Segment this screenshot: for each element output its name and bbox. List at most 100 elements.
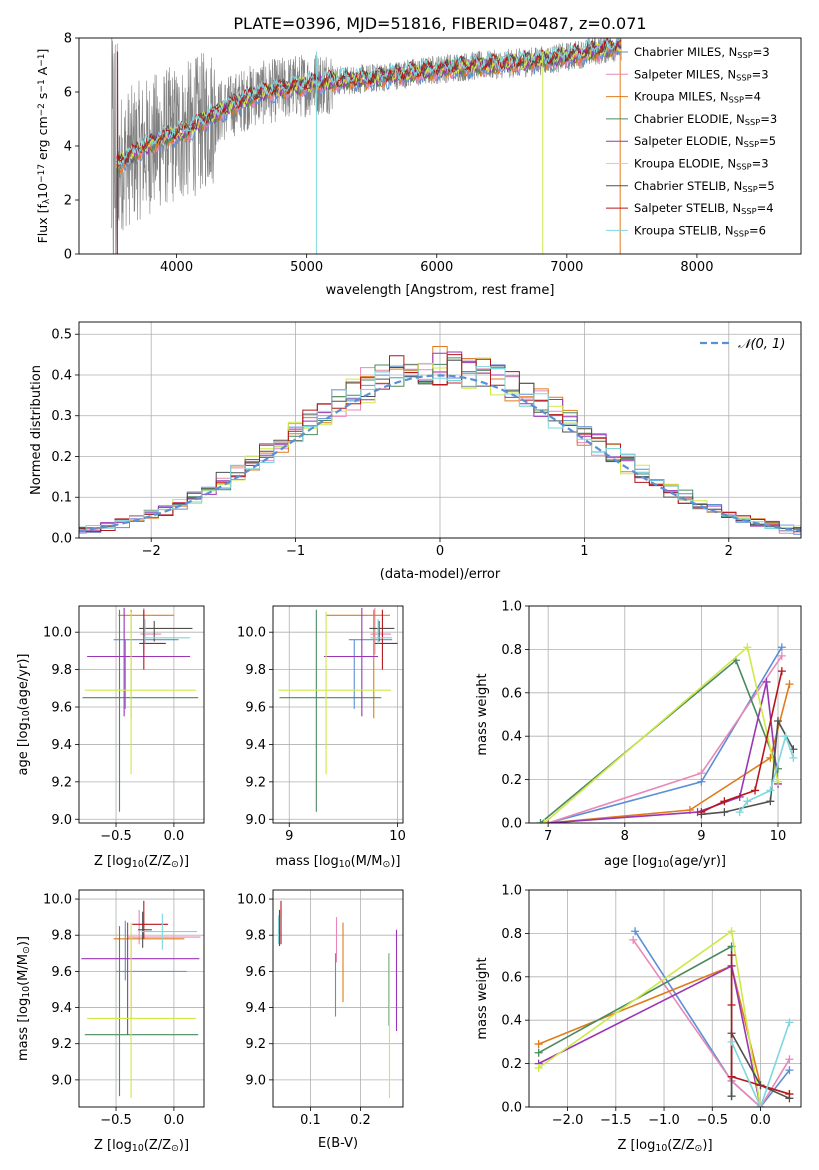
weight-marker: [697, 808, 706, 817]
error-bars: [278, 607, 398, 812]
y-tick-label: 0.4: [501, 730, 522, 745]
figure-title: PLATE=0396, MJD=51816, FIBERID=0487, z=0…: [233, 14, 646, 33]
x-tick-label: 0.0: [164, 829, 185, 844]
x-axis-label: Z [log10(Z/Z⊙)]: [617, 1138, 712, 1154]
y-tick-label: 0.2: [51, 450, 72, 465]
weight-marker: [777, 667, 786, 676]
weight-lines: [534, 927, 794, 1107]
x-tick-label: 9: [285, 829, 293, 844]
x-tick-label: 4000: [160, 260, 193, 275]
y-tick-label: 9.2: [245, 775, 266, 790]
weight-marker: [727, 1001, 736, 1010]
x-tick-label: −1.5: [600, 1113, 632, 1128]
weight-marker: [735, 808, 744, 817]
plot-layer: 4000 5000 6000 7000 8000 0 2 4 6 8 Chabrier MILES,…: [16, 32, 802, 1154]
legend-label: Salpeter STELIB, NSSP=4: [634, 201, 774, 216]
legend-label: Kroupa STELIB, NSSP=6: [634, 223, 766, 238]
y-axis-label: Normed distribution: [29, 365, 44, 495]
weight-marker: [789, 753, 798, 762]
weight-marker: [762, 677, 771, 686]
y-tick-label: 9.6: [51, 965, 72, 980]
y-tick-label: 0.3: [51, 409, 72, 424]
y-tick-label: 9.0: [245, 813, 266, 828]
weight-marker: [785, 1055, 794, 1064]
histogram-kroupa-stelib: [79, 366, 801, 532]
y-tick-label: 2: [64, 194, 72, 209]
weight-marker: [777, 643, 786, 652]
x-axis-label: age [log10(age/yr)]: [604, 854, 726, 870]
y-tick-label: 9.2: [245, 1037, 266, 1052]
y-tick-label: 9.6: [245, 701, 266, 716]
y-axis-label: Flux [fλ10−17 erg cm−2 s−1 A−1]: [35, 49, 52, 244]
y-tick-label: 9.8: [51, 663, 72, 678]
age-vs-Z-panel: −0.5 0.0 9.0 9.2 9.4 9.6 9.8 10.0 Z [log10(Z/Z⊙)…: [16, 605, 205, 870]
weight-vs-age-panel: 7 8 9 10 0.0 0.2 0.4 0.6 0.8 1.0 age [log10(age/yr…: [475, 600, 802, 870]
weight-marker: [727, 927, 736, 936]
weight-marker: [774, 717, 783, 726]
weight-marker: [540, 819, 549, 823]
y-axis-label: mass weight: [475, 673, 490, 755]
x-tick-label: −2.0: [552, 1113, 584, 1128]
y-tick-label: 1.0: [501, 884, 522, 899]
y-tick-label: 0.6: [501, 970, 522, 985]
x-tick-label: −1.0: [648, 1113, 680, 1128]
weight-marker: [751, 786, 760, 795]
x-tick-label: −0.5: [100, 1113, 132, 1128]
spectrum-lines: [111, 38, 622, 254]
weight-marker: [743, 643, 752, 652]
weight-marker: [534, 1040, 543, 1049]
axes-frame: [272, 605, 404, 824]
y-tick-label: 0.0: [501, 1101, 522, 1116]
weight-marker: [785, 1089, 794, 1098]
y-tick-label: 0.8: [501, 643, 522, 658]
y-axis-label: age [log10(age/yr)]: [16, 654, 32, 776]
x-axis-label: (data-model)/error: [380, 567, 501, 582]
weight-marker: [720, 797, 729, 806]
y-axis-label: mass [log10(M/M⊙)]: [16, 936, 32, 1061]
axes-frame: [528, 605, 802, 824]
y-tick-label: 10.0: [237, 893, 266, 908]
x-axis-label: Z [log10(Z/Z⊙)]: [94, 854, 189, 870]
x-tick-label: −1: [286, 544, 305, 559]
y-tick-label: 0.4: [51, 368, 72, 383]
weight-marker: [697, 777, 706, 786]
weight-marker: [777, 651, 786, 660]
weight-marker: [720, 808, 729, 817]
legend-label: Salpeter ELODIE, NSSP=5: [634, 134, 776, 149]
weight-marker: [727, 951, 736, 960]
y-tick-label: 0.6: [501, 686, 522, 701]
x-tick-label: 0.1: [300, 1113, 321, 1128]
x-axis-label: Z [log10(Z/Z⊙)]: [94, 1138, 189, 1154]
weight-marker: [727, 1092, 736, 1101]
x-tick-label: −0.5: [696, 1113, 728, 1128]
y-tick-label: 9.8: [245, 929, 266, 944]
mass-vs-ebv-panel: 0.1 0.2 9.0 9.2 9.4 9.6 9.8 10.0 E(B-V): [237, 889, 404, 1151]
x-tick-label: 1: [580, 544, 588, 559]
x-tick-label: 0.0: [164, 1113, 185, 1128]
spectrum-legend: Chabrier MILES, NSSP=3 Salpeter MILES, NS…: [606, 45, 777, 238]
weight-line-salpeter-miles: [632, 939, 791, 1107]
legend-label: Kroupa ELODIE, NSSP=3: [634, 157, 769, 172]
weight-line-kroupa-elodie: [538, 929, 762, 1107]
age-vs-mass-panel: 9 10 9.0 9.2 9.4 9.6 9.8 10.0 mass [log10(M/M⊙)]: [237, 605, 406, 870]
x-tick-label: 8: [621, 829, 629, 844]
weight-marker: [785, 680, 794, 689]
axes-frame: [78, 605, 205, 824]
weight-vs-Z-panel: −2.0 −1.5 −1.0 −0.5 0.0 0.0 0.2 0.4 0.6 0.8 1.0 Z […: [475, 884, 802, 1154]
weight-marker: [629, 935, 638, 944]
y-tick-label: 10.0: [43, 626, 72, 641]
x-tick-label: 5000: [290, 260, 323, 275]
y-tick-label: 9.0: [245, 1073, 266, 1088]
axes-frame: [78, 889, 205, 1108]
weight-line-chabrier-miles: [547, 646, 783, 823]
weight-marker: [766, 797, 775, 806]
legend-label: Kroupa MILES, NSSP=4: [634, 90, 761, 105]
weight-lines: [536, 643, 798, 823]
weight-marker: [697, 769, 706, 778]
y-tick-label: 1.0: [501, 600, 522, 615]
x-tick-label: 10: [389, 829, 406, 844]
y-tick-label: 0.1: [51, 491, 72, 506]
weight-line-salpeter-elodie: [538, 964, 762, 1107]
legend-label: Chabrier STELIB, NSSP=5: [634, 179, 775, 194]
